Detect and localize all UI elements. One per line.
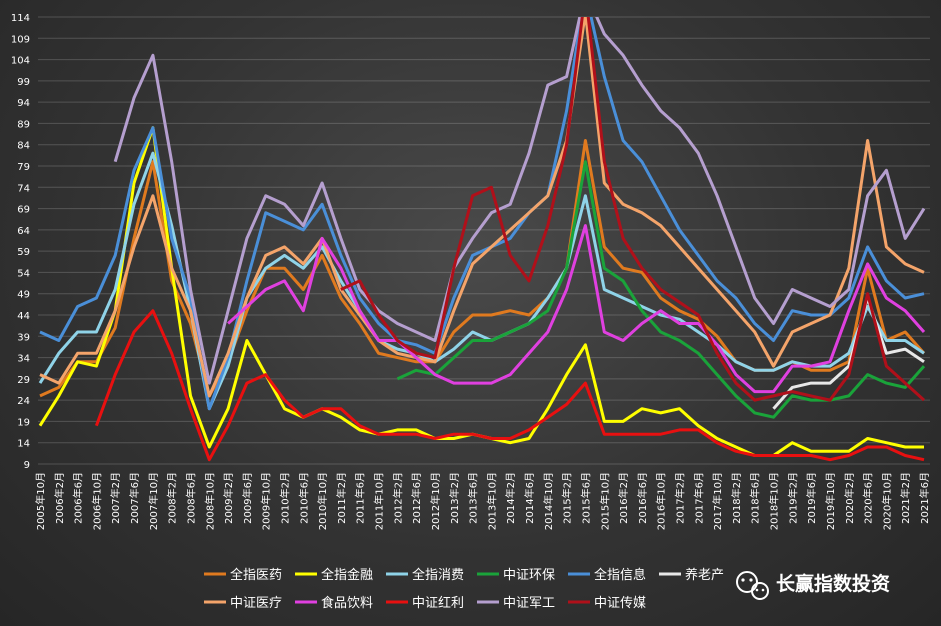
y-tick-label: 79 — [17, 162, 30, 173]
series-line — [39, 17, 925, 398]
x-tick-label: 2008年2月 — [166, 472, 179, 524]
x-tick-label: 2010年10月 — [316, 472, 329, 530]
x-tick-label: 2012年6月 — [410, 472, 423, 524]
x-tick-label: 2007年6月 — [128, 472, 141, 524]
x-tick-label: 2017年2月 — [673, 472, 686, 524]
series-line — [94, 309, 925, 462]
x-tick-label: 2016年6月 — [636, 472, 649, 524]
x-tick-label: 2008年10月 — [203, 472, 216, 530]
x-tick-label: 2006年10月 — [90, 472, 103, 530]
y-axis: 9 14 19 24 29 34 39 44 49 54 59 64 69 74 79 84 89 94 99 104… — [11, 13, 30, 471]
y-tick-label: 34 — [17, 354, 30, 365]
legend-label: 全指信息 — [594, 567, 646, 583]
x-tick-label: 2009年10月 — [260, 472, 273, 530]
y-tick-label: 69 — [17, 205, 30, 216]
x-tick-label: 2015年6月 — [579, 472, 592, 524]
y-tick-label: 109 — [11, 34, 30, 45]
x-tick-label: 2013年10月 — [485, 472, 498, 530]
x-tick-label: 2010年6月 — [297, 472, 310, 524]
x-tick-label: 2018年6月 — [749, 472, 762, 524]
grid-lines — [38, 16, 930, 465]
wechat-icon — [736, 571, 769, 600]
watermark-text: 长赢指数投资 — [776, 572, 890, 595]
x-tick-label: 2020年2月 — [843, 472, 856, 524]
x-tick-label: 2015年10月 — [598, 472, 611, 530]
x-tick-label: 2011年6月 — [354, 472, 367, 524]
x-tick-label: 2021年6月 — [918, 472, 931, 524]
series-line — [227, 224, 926, 394]
x-tick-label: 2020年10月 — [880, 472, 893, 530]
series-lines — [38, 17, 926, 462]
y-tick-label: 9 — [24, 460, 30, 471]
y-tick-label: 94 — [17, 98, 30, 109]
legend-label: 中证军工 — [503, 596, 555, 611]
x-tick-label: 2017年10月 — [711, 472, 724, 530]
x-tick-label: 2011年2月 — [335, 472, 348, 524]
x-tick-label: 2012年2月 — [391, 472, 404, 524]
x-tick-label: 2015年2月 — [561, 472, 574, 524]
series-line — [340, 17, 926, 402]
watermark: 长赢指数投资 — [736, 571, 890, 600]
x-tick-label: 2006年6月 — [72, 472, 85, 524]
x-tick-label: 2019年2月 — [786, 472, 799, 524]
legend-label: 全指消费 — [412, 567, 464, 583]
legend-label: 全指金融 — [321, 567, 373, 583]
y-tick-label: 19 — [17, 417, 30, 428]
y-tick-label: 84 — [17, 141, 30, 152]
y-tick-label: 74 — [17, 183, 30, 194]
x-tick-label: 2014年6月 — [523, 472, 536, 524]
y-tick-label: 29 — [17, 375, 30, 386]
y-tick-label: 24 — [17, 396, 30, 407]
legend-label: 食品饮料 — [321, 595, 373, 611]
x-tick-label: 2006年2月 — [53, 472, 66, 524]
y-tick-label: 89 — [17, 119, 30, 130]
x-tick-label: 2016年2月 — [617, 472, 630, 524]
y-tick-label: 49 — [17, 290, 30, 301]
legend-label: 中证医疗 — [230, 596, 282, 611]
y-tick-label: 114 — [11, 13, 30, 24]
legend-label: 中证环保 — [503, 568, 555, 583]
x-tick-label: 2013年2月 — [448, 472, 461, 524]
series-line — [113, 17, 926, 385]
x-tick-label: 2016年10月 — [655, 472, 668, 530]
y-tick-label: 54 — [17, 268, 30, 279]
x-tick-label: 2019年10月 — [824, 472, 837, 530]
x-tick-label: 2021年2月 — [899, 472, 912, 524]
y-tick-label: 104 — [11, 56, 30, 67]
legend-label: 中证传媒 — [594, 596, 646, 611]
y-tick-label: 99 — [17, 77, 30, 88]
x-tick-label: 2013年6月 — [467, 472, 480, 524]
x-tick-label: 2010年2月 — [279, 472, 292, 524]
x-tick-label: 2014年2月 — [504, 472, 517, 524]
x-tick-label: 2018年2月 — [730, 472, 743, 524]
x-tick-label: 2020年6月 — [862, 472, 875, 524]
series-line — [396, 160, 926, 419]
series-line — [39, 17, 925, 411]
x-axis: 2005年10月 2006年2月 2006年6月 2006年10月 2007年2月 200… — [34, 472, 931, 530]
y-tick-label: 59 — [17, 247, 30, 258]
legend-label: 中证红利 — [412, 595, 464, 611]
x-tick-label: 2007年2月 — [109, 472, 122, 524]
x-tick-label: 2009年6月 — [241, 472, 254, 524]
x-tick-label: 2008年6月 — [184, 472, 197, 524]
x-tick-label: 2005年10月 — [34, 472, 47, 530]
x-tick-label: 2012年10月 — [429, 472, 442, 530]
x-tick-label: 2009年2月 — [222, 472, 235, 524]
x-tick-label: 2018年10月 — [768, 472, 781, 530]
x-tick-label: 2017年6月 — [692, 472, 705, 524]
series-line — [772, 296, 925, 410]
legend-label: 养老产 — [685, 567, 724, 583]
y-tick-label: 64 — [17, 226, 30, 237]
y-tick-label: 14 — [17, 439, 30, 450]
legend-label: 全指医药 — [230, 567, 282, 583]
y-tick-label: 44 — [17, 311, 30, 322]
series-line — [38, 151, 925, 411]
x-tick-label: 2019年6月 — [805, 472, 818, 524]
x-tick-label: 2014年10月 — [542, 472, 555, 530]
x-tick-label: 2007年10月 — [147, 472, 160, 530]
y-tick-label: 39 — [17, 332, 30, 343]
x-tick-label: 2011年10月 — [373, 472, 386, 530]
